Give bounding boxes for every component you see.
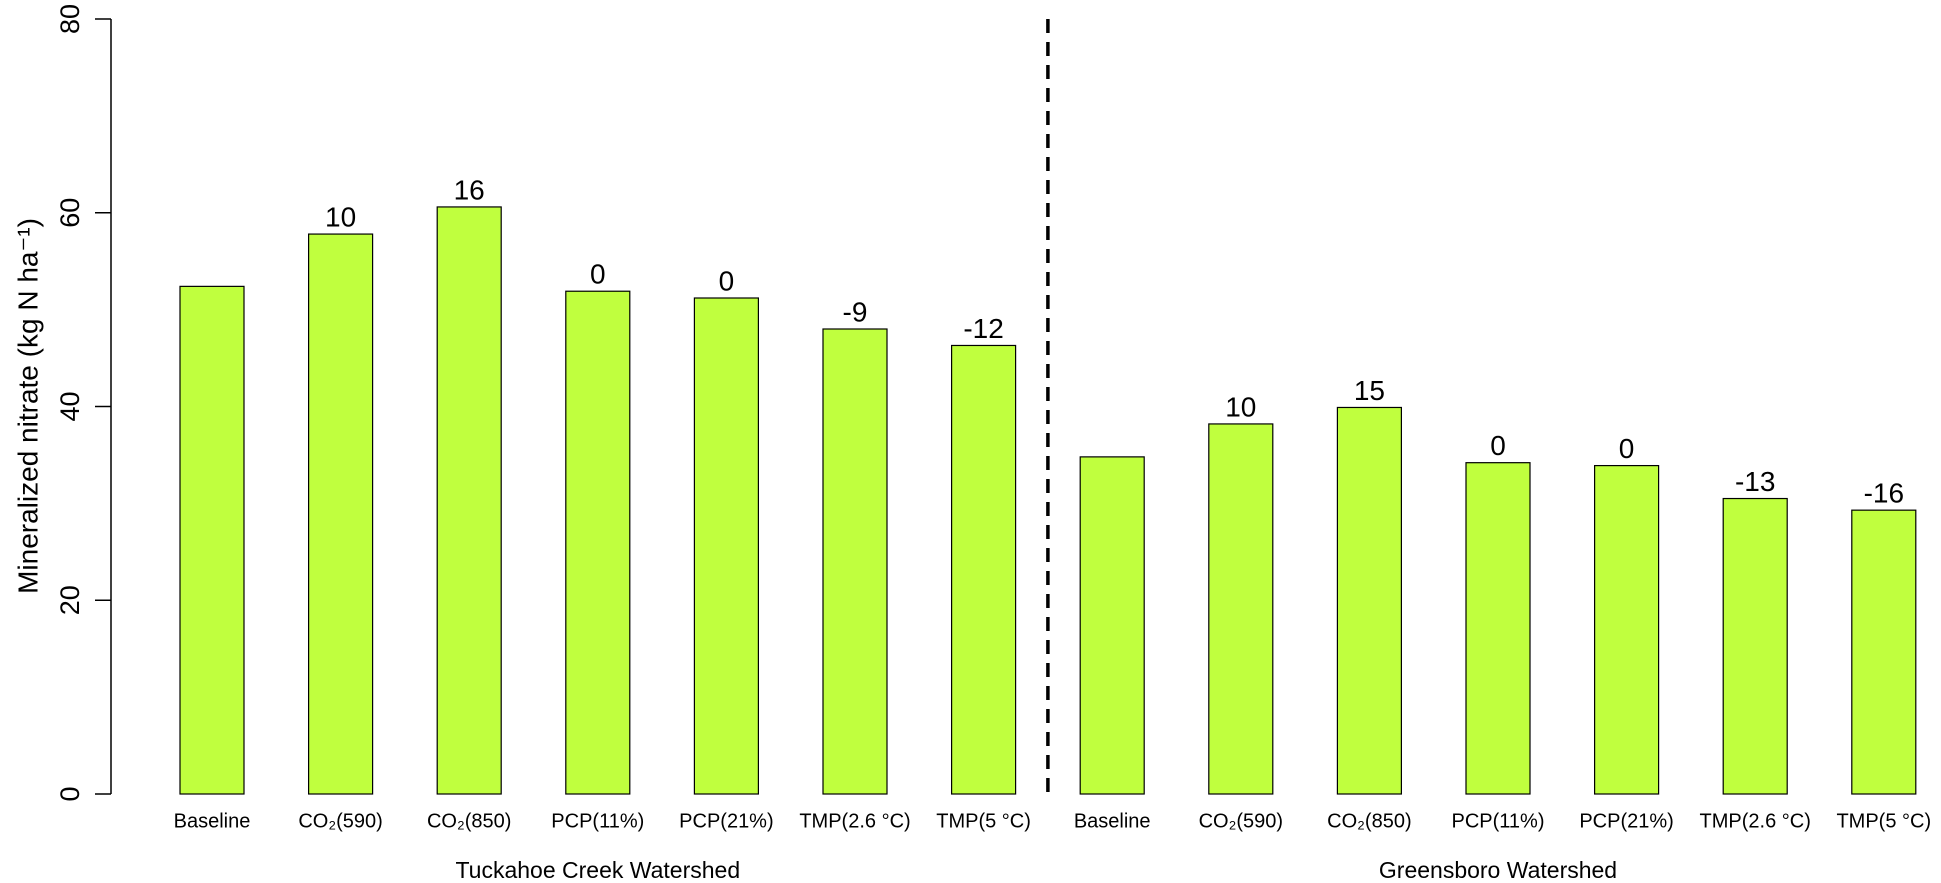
y-tick-label: 40 xyxy=(55,391,85,421)
y-axis-label: Mineralized nitrate (kg N ha⁻¹) xyxy=(12,218,43,594)
value-label: 15 xyxy=(1354,375,1385,406)
value-label: 0 xyxy=(719,265,735,296)
x-tick-label: TMP(5 °C) xyxy=(1836,810,1931,832)
group-label: Greensboro Watershed xyxy=(1379,857,1617,883)
x-tick-label: TMP(2.6 °C) xyxy=(799,810,910,832)
bar xyxy=(1336,406,1403,795)
bar xyxy=(565,290,631,795)
value-label: -12 xyxy=(963,313,1003,344)
y-tick-label: 80 xyxy=(55,4,85,34)
y-tick-label: 0 xyxy=(55,786,85,801)
bar xyxy=(436,206,502,795)
bar xyxy=(1465,462,1531,795)
bar xyxy=(693,297,760,795)
value-label: 0 xyxy=(1490,430,1506,461)
bar xyxy=(1079,456,1145,795)
value-label: 10 xyxy=(1225,391,1256,422)
x-tick-label: Baseline xyxy=(174,810,251,832)
x-tick-label: CO₂(850) xyxy=(427,810,511,832)
bar xyxy=(950,344,1017,795)
y-tick-label: 20 xyxy=(55,585,85,615)
value-label: -9 xyxy=(843,296,868,327)
x-tick-label: TMP(5 °C) xyxy=(936,810,1031,832)
x-tick-label: PCP(11%) xyxy=(1452,810,1545,832)
bar xyxy=(822,328,888,795)
group-label: Tuckahoe Creek Watershed xyxy=(455,857,740,883)
x-tick-label: PCP(21%) xyxy=(1579,810,1673,832)
value-label: 16 xyxy=(454,174,485,205)
x-tick-label: TMP(2.6 °C) xyxy=(1700,810,1811,832)
bar xyxy=(1593,464,1660,795)
value-label: -13 xyxy=(1735,466,1775,497)
bar xyxy=(1208,423,1274,795)
value-label: 10 xyxy=(325,201,356,232)
bar xyxy=(308,233,374,795)
x-tick-label: CO₂(590) xyxy=(1199,810,1283,832)
value-label: 0 xyxy=(1619,433,1635,464)
x-tick-label: PCP(11%) xyxy=(551,810,644,832)
bar xyxy=(1851,509,1917,795)
y-tick-label: 60 xyxy=(55,198,85,228)
x-tick-label: Baseline xyxy=(1074,810,1151,832)
x-tick-label: CO₂(850) xyxy=(1327,810,1411,832)
bar xyxy=(179,285,245,795)
value-label: 0 xyxy=(590,259,606,290)
bar xyxy=(1722,497,1788,795)
value-label: -16 xyxy=(1864,478,1904,509)
x-tick-label: PCP(21%) xyxy=(679,810,773,832)
x-tick-label: CO₂(590) xyxy=(298,810,382,832)
